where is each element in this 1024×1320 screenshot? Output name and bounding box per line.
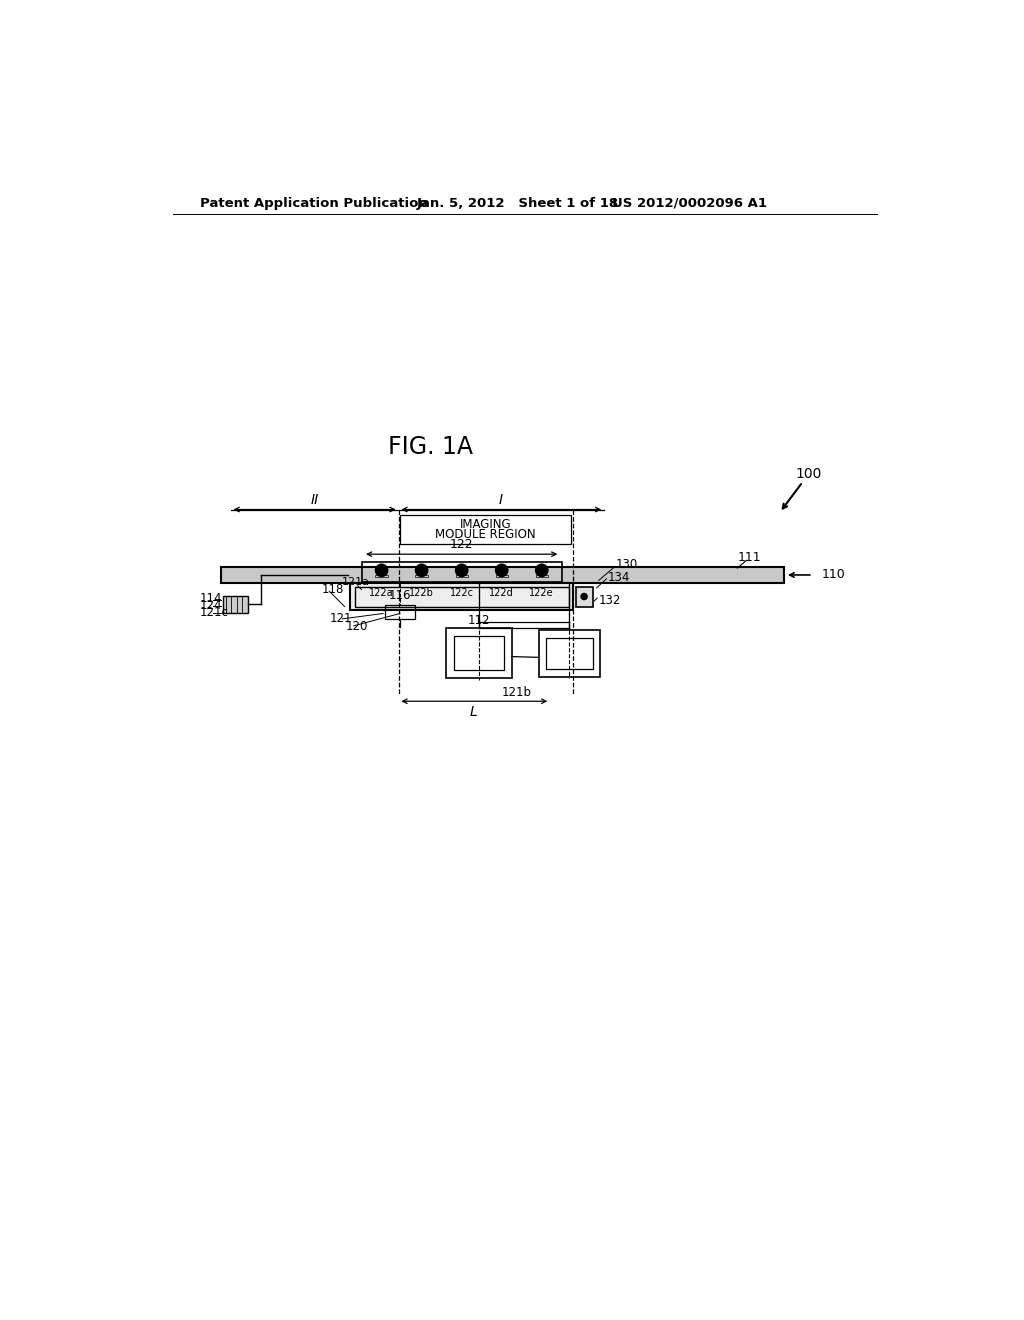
Text: 116: 116: [389, 589, 412, 602]
Bar: [223, 595, 248, 612]
Bar: [536, 576, 548, 577]
Bar: [221, 566, 783, 583]
Text: 121b: 121b: [502, 685, 532, 698]
Text: I: I: [499, 494, 503, 507]
Bar: [575, 586, 593, 607]
Text: 121: 121: [330, 612, 351, 626]
Text: 100: 100: [795, 467, 821, 480]
Bar: [456, 576, 468, 577]
Text: 112: 112: [467, 614, 489, 627]
Text: 121a: 121a: [341, 577, 370, 587]
Bar: [350, 583, 573, 610]
Circle shape: [496, 564, 508, 577]
Bar: [539, 631, 600, 677]
Text: 130: 130: [615, 558, 638, 572]
Bar: [496, 576, 508, 577]
Text: II: II: [310, 494, 318, 507]
Text: 111: 111: [737, 550, 761, 564]
Circle shape: [581, 594, 587, 599]
Text: Jan. 5, 2012   Sheet 1 of 18: Jan. 5, 2012 Sheet 1 of 18: [417, 197, 620, 210]
Text: 120: 120: [346, 620, 369, 634]
Circle shape: [536, 564, 548, 577]
Bar: [446, 628, 512, 678]
Text: 122c: 122c: [450, 587, 474, 598]
Text: L: L: [470, 705, 478, 719]
Text: 118: 118: [322, 583, 344, 597]
Bar: [376, 576, 388, 577]
Text: 122d: 122d: [489, 587, 514, 598]
Text: 122: 122: [450, 539, 473, 552]
Text: 132: 132: [599, 594, 622, 607]
Text: 121c: 121c: [200, 606, 228, 619]
Text: 134: 134: [608, 570, 631, 583]
Bar: [547, 638, 593, 669]
Circle shape: [456, 564, 468, 577]
Bar: [400, 515, 571, 544]
Text: US 2012/0002096 A1: US 2012/0002096 A1: [611, 197, 767, 210]
Bar: [354, 586, 568, 607]
Text: 122b: 122b: [410, 587, 434, 598]
Text: 122a: 122a: [370, 587, 394, 598]
Text: 114: 114: [200, 591, 222, 605]
Text: MODULE REGION: MODULE REGION: [435, 528, 536, 541]
Bar: [385, 605, 416, 619]
Bar: [454, 636, 504, 671]
Text: 124: 124: [200, 599, 222, 612]
Text: FIG. 1A: FIG. 1A: [388, 436, 473, 459]
Text: Patent Application Publication: Patent Application Publication: [200, 197, 428, 210]
Text: 110: 110: [822, 569, 846, 582]
Bar: [361, 562, 562, 582]
Circle shape: [376, 564, 388, 577]
Circle shape: [416, 564, 428, 577]
Bar: [416, 576, 428, 577]
Text: 122e: 122e: [529, 587, 554, 598]
Text: IMAGING: IMAGING: [460, 519, 511, 532]
